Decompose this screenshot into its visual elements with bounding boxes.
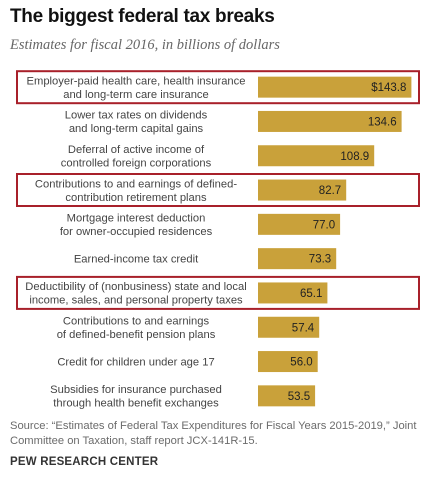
chart-title: The biggest federal tax breaks [10, 6, 275, 27]
category-label: and long-term care insurance [63, 89, 209, 101]
data-label: 65.1 [300, 288, 322, 300]
source-note: Source: “Estimates of Federal Tax Expend… [10, 420, 417, 447]
data-label: 56.0 [290, 357, 312, 369]
category-label: Deductibility of (nonbusiness) state and… [25, 281, 246, 293]
data-label: 53.5 [288, 391, 310, 403]
data-label: $143.8 [371, 82, 406, 94]
bar [258, 213, 341, 235]
category-label: Contributions to and earnings [63, 316, 210, 328]
bar [258, 316, 320, 338]
category-label: Mortgage interest deduction [67, 213, 206, 225]
bar [258, 76, 412, 98]
category-label: income, sales, and personal property tax… [29, 295, 243, 307]
data-label: 77.0 [313, 219, 335, 231]
category-label: for owner-occupied residences [60, 226, 213, 238]
category-label: controlled foreign corporations [61, 158, 212, 170]
category-label: Earned-income tax credit [74, 254, 199, 266]
highlight-box [16, 70, 420, 105]
highlight-box [16, 275, 420, 310]
bar [258, 179, 347, 201]
category-label: Deferral of active income of [68, 144, 205, 156]
data-label: 57.4 [292, 322, 315, 334]
highlight-box [16, 173, 420, 207]
bar-chart: $143.8 Employer-paid health care, health … [16, 70, 420, 410]
chart-subtitle: Estimates for fiscal 2016, in billions o… [10, 37, 280, 53]
category-label: of defined-benefit pension plans [57, 329, 216, 341]
category-label: Employer-paid health care, health insura… [27, 75, 246, 87]
bar [258, 110, 402, 132]
data-label: 108.9 [340, 151, 369, 163]
category-label: Lower tax rates on dividends [65, 110, 208, 122]
bar [258, 145, 375, 167]
category-label: Contributions to and earnings of defined… [35, 178, 237, 190]
category-label: Credit for children under age 17 [57, 357, 214, 369]
category-label: and long-term capital gains [69, 123, 204, 135]
data-label: 134.6 [368, 116, 397, 128]
bar [258, 385, 316, 407]
data-label: 73.3 [309, 254, 331, 266]
bar [258, 282, 328, 304]
data-label: 82.7 [319, 185, 341, 197]
bar [258, 351, 318, 373]
category-label: through health benefit exchanges [53, 398, 219, 410]
bar [258, 248, 337, 270]
category-label: Subsidies for insurance purchased [50, 384, 222, 396]
footer-credit: PEW RESEARCH CENTER [10, 456, 159, 468]
category-label: contribution retirement plans [65, 192, 207, 204]
